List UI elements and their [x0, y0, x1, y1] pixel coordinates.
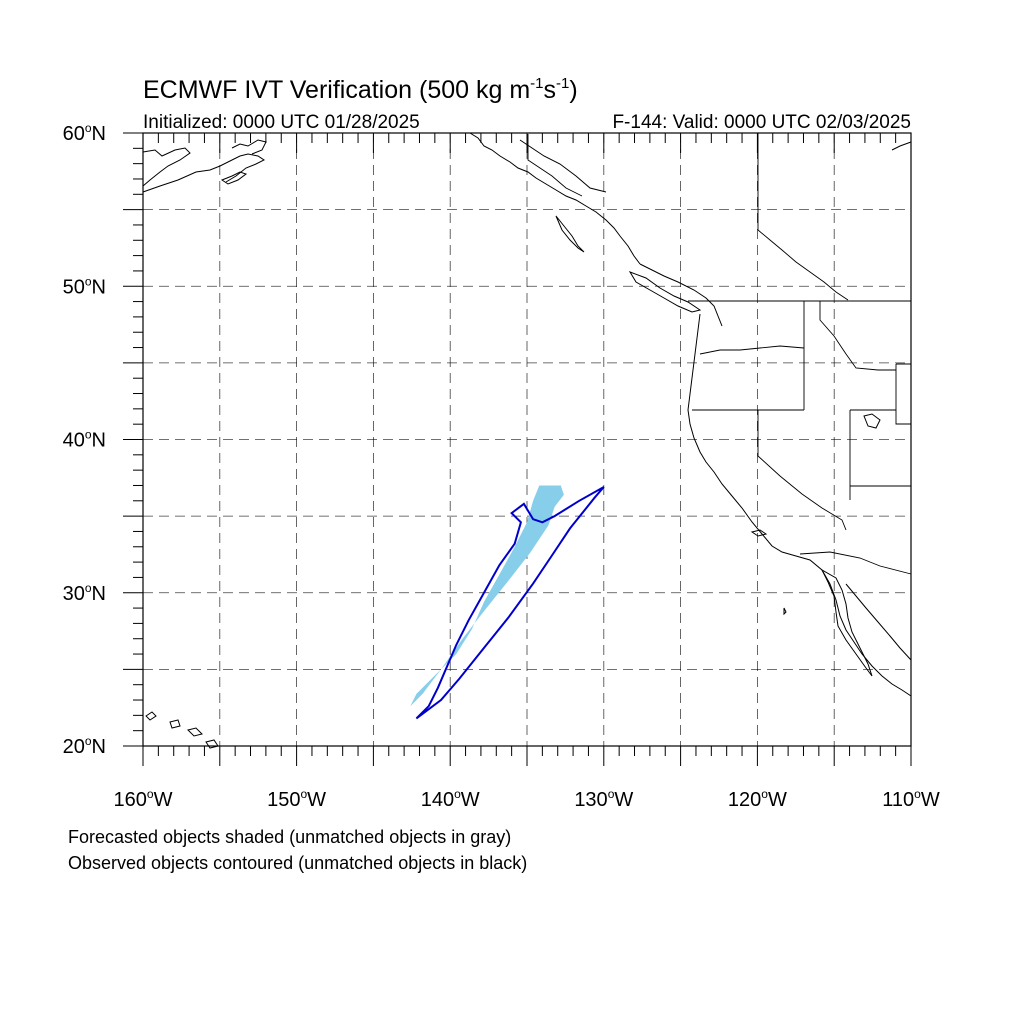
longitude-label: 150oW	[267, 787, 326, 811]
longitude-labels: 160oW 150oW 140oW 130oW 120oW 110oW	[114, 787, 940, 811]
map-title: ECMWF IVT Verification (500 kg m-1s-1)	[143, 75, 578, 104]
bc-alberta-border	[757, 229, 849, 301]
se-alaska-coast	[469, 132, 641, 265]
us-west-coast	[687, 313, 912, 697]
hawaii-oahu	[169, 719, 181, 729]
latitude-label: 60oN	[63, 121, 106, 145]
bc-mainland-coast	[639, 263, 723, 327]
washington-oregon-border	[699, 345, 805, 355]
alaska-canada-border	[527, 134, 583, 197]
caption-observed: Observed objects contoured (unmatched ob…	[68, 853, 527, 873]
axis-ticks	[123, 132, 912, 766]
alaska-coast	[142, 147, 191, 187]
coastlines	[142, 132, 912, 749]
initialized-label: Initialized: 0000 UTC 01/28/2025	[143, 112, 420, 133]
alaska-panhandle	[519, 139, 607, 193]
longitude-label: 140oW	[421, 787, 480, 811]
latitude-label: 50oN	[63, 274, 106, 298]
kodiak-island	[220, 171, 248, 185]
california-nevada-border	[757, 410, 847, 531]
hawaii-kauai	[145, 711, 157, 721]
channel-islands	[750, 529, 768, 537]
longitude-label: 110oW	[882, 787, 940, 811]
latitude-label: 30oN	[63, 581, 106, 605]
wyoming-border	[895, 363, 911, 425]
haida-gwaii	[555, 215, 585, 253]
gulf-of-california-east	[845, 583, 912, 661]
hudson-bay-edge	[891, 141, 912, 151]
hawaii-big-island	[205, 739, 219, 749]
valid-time-label: F-144: Valid: 0000 UTC 02/03/2025	[612, 112, 911, 133]
political-borders	[527, 133, 912, 575]
hawaii-maui	[187, 727, 203, 737]
latitude-label: 20oN	[63, 734, 106, 758]
alaska-coast-south	[142, 153, 265, 193]
forecast-object-shaded	[410, 485, 564, 707]
latitude-labels: 60oN 50oN 40oN 30oN 20oN	[63, 121, 106, 758]
caption-forecast: Forecasted objects shaded (unmatched obj…	[68, 827, 511, 847]
us-mexico-border	[799, 551, 912, 575]
great-salt-lake	[863, 413, 881, 429]
guadalupe-island	[783, 607, 787, 616]
observed-object-contour	[415, 486, 605, 720]
baja-california	[820, 568, 873, 677]
idaho-montana-border	[819, 301, 896, 371]
longitude-label: 160oW	[114, 787, 173, 811]
vancouver-island	[628, 271, 702, 313]
longitude-label: 120oW	[728, 787, 787, 811]
longitude-label: 130oW	[574, 787, 633, 811]
graticule	[143, 133, 911, 746]
kenai-coast	[231, 139, 267, 155]
latitude-label: 40oN	[63, 428, 106, 452]
